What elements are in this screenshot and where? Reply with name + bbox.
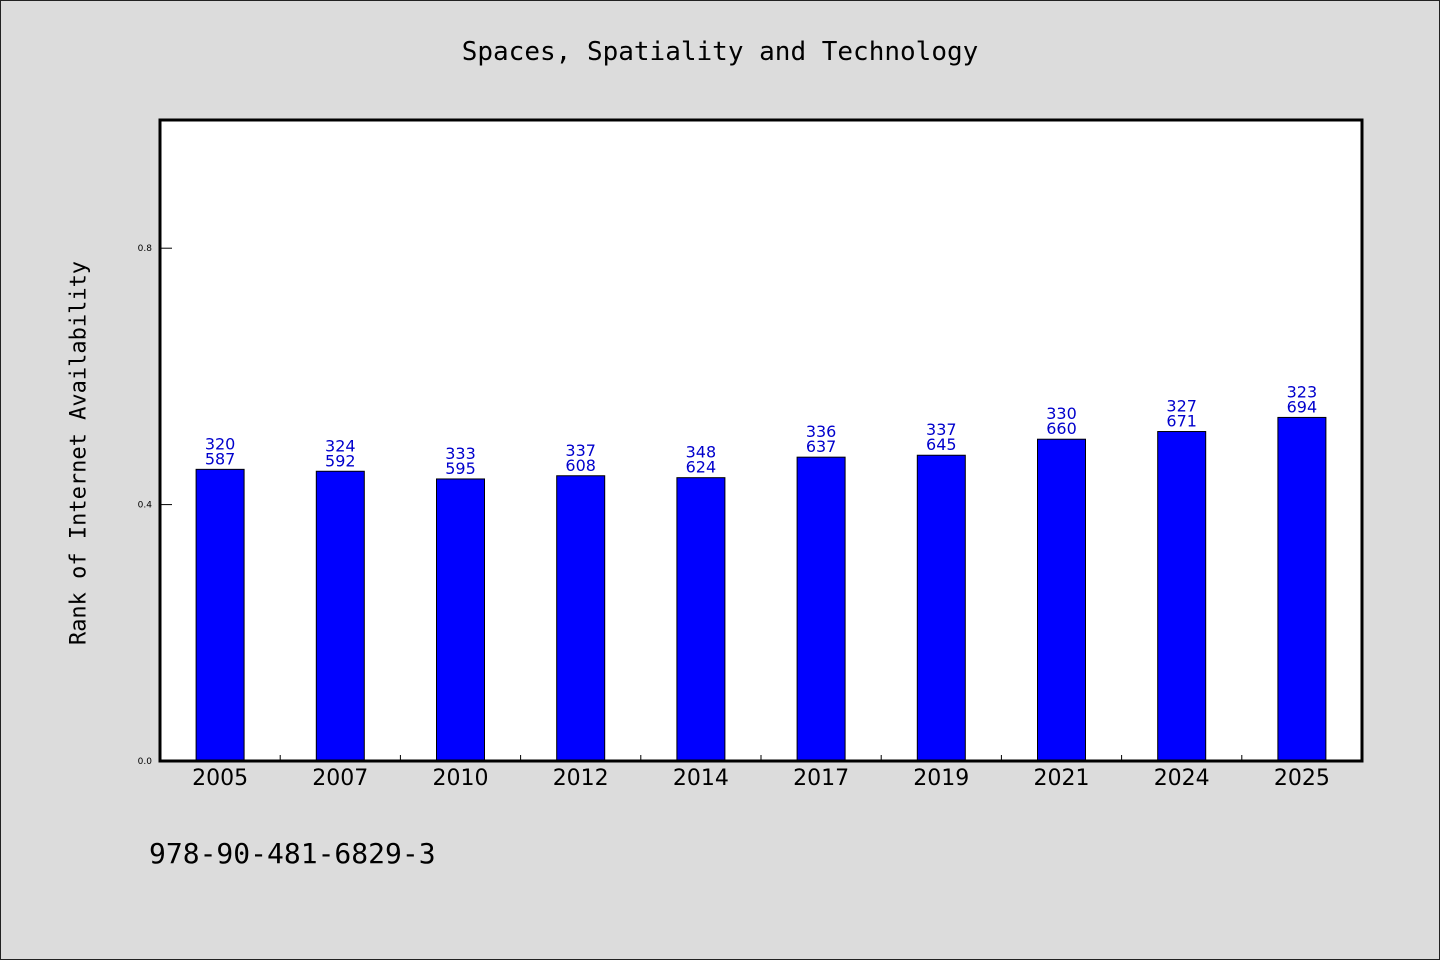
x-tick-label: 2007 [312,766,368,791]
bar-label-top: 320 [205,434,236,453]
bar [195,468,245,762]
bar [315,470,365,762]
bar-label-top: 337 [926,420,957,439]
bar-label-top: 337 [565,441,596,460]
x-tick-label: 2012 [553,766,609,791]
bar-label-top: 333 [445,444,476,463]
bar-label-bottom: 694 [1287,397,1318,416]
isbn-text: 978-90-481-6829-3 [149,837,436,870]
x-tick-label: 2017 [793,766,849,791]
bar-label-top: 324 [325,436,356,455]
bar [676,477,726,762]
bar [916,454,966,762]
bar-label-bottom: 624 [686,458,717,477]
x-tick-label: 2005 [192,766,248,791]
chart-title: Spaces, Spatiality and Technology [461,37,979,67]
bar-label-top: 336 [806,422,837,441]
bar-label-top: 327 [1166,397,1197,416]
bar [1157,431,1207,762]
bar-label-top: 330 [1046,404,1077,423]
bar-label-bottom: 592 [325,451,356,470]
bar-label-bottom: 595 [445,459,476,478]
bar-label-bottom: 660 [1046,419,1077,438]
bar [1277,416,1327,762]
bar-label-top: 323 [1287,382,1318,401]
x-tick-label: 2025 [1274,766,1330,791]
x-tick-label: 2021 [1034,766,1090,791]
bar-label-bottom: 608 [565,456,596,475]
bar [556,475,606,762]
bar [436,478,485,762]
bar-label-bottom: 587 [205,449,236,468]
bar-label-bottom: 637 [806,437,837,456]
x-tick-label: 2014 [673,766,729,791]
bar [1037,438,1086,762]
bar [796,456,846,762]
plot-frame [158,118,1364,763]
x-tick-label: 2019 [913,766,969,791]
x-tick-label: 2024 [1154,766,1210,791]
x-tick-label: 2010 [433,766,489,791]
y-tick-label: 0.4 [138,501,153,511]
y-tick-label: 0.0 [138,757,153,767]
y-tick-label: 0.8 [138,244,153,254]
bar-label-bottom: 645 [926,435,957,454]
bar-label-top: 348 [686,443,717,462]
bar-label-bottom: 671 [1166,412,1197,431]
